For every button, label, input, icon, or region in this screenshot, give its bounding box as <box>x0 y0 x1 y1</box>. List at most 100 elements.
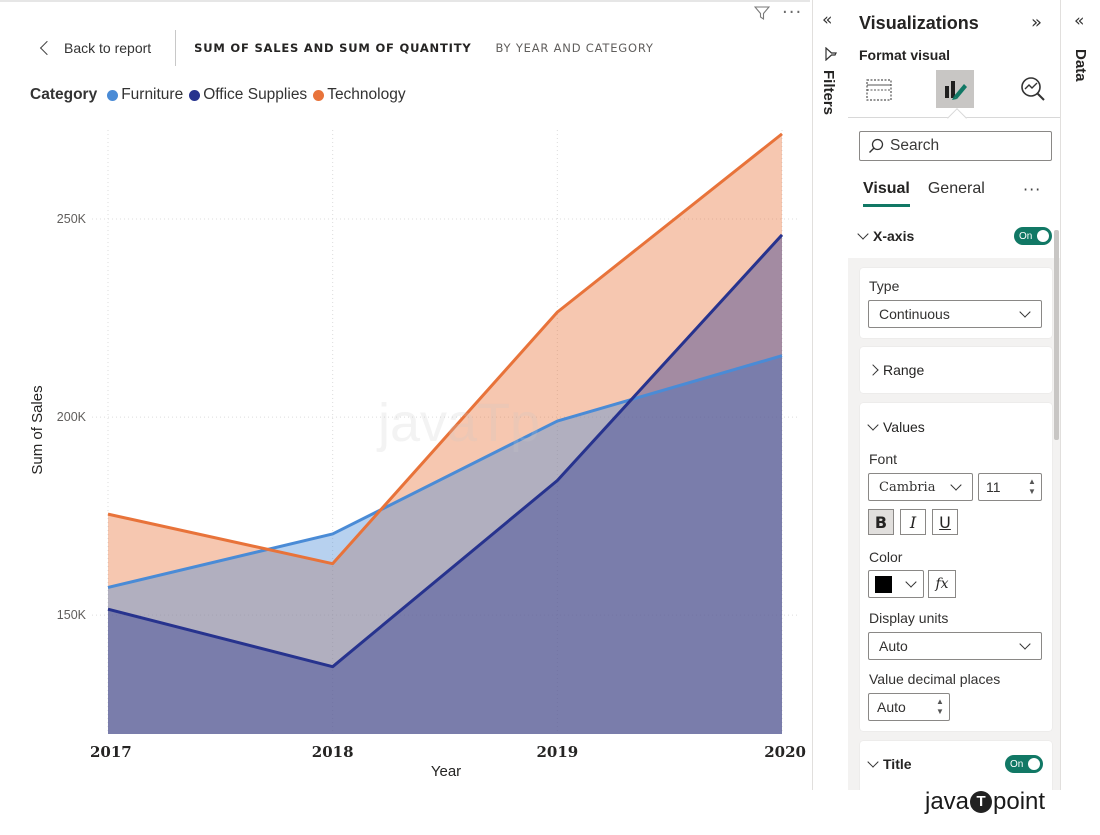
x-axis-title: Year <box>431 763 461 780</box>
chart-gridlines <box>92 130 800 734</box>
font-family-value: Cambria <box>879 479 936 495</box>
line-furniture[interactable] <box>107 354 783 589</box>
area-office-supplies[interactable] <box>108 234 782 734</box>
values-label: Values <box>883 419 925 435</box>
values-card: Values Font Cambria 11 ▲ ▼ B I U <box>860 403 1052 731</box>
xaxis-toggle[interactable]: On <box>1014 227 1052 245</box>
brand-mark: T <box>970 791 993 813</box>
decimal-places-label: Value decimal places <box>869 671 1001 687</box>
format-visual-tab[interactable] <box>936 70 974 108</box>
line-technology[interactable] <box>107 132 783 566</box>
legend-dot-furniture <box>107 89 119 101</box>
xaxis-section-header[interactable]: X-axis <box>857 228 915 244</box>
font-family-dropdown[interactable]: Cambria <box>868 473 973 501</box>
font-size-stepper[interactable]: 11 ▲ ▼ <box>978 473 1042 501</box>
spinner-arrows-icon[interactable]: ▲ ▼ <box>1028 477 1036 496</box>
underline-glyph: U <box>939 512 951 532</box>
legend-label: Office Supplies <box>203 86 308 103</box>
y-tick-label: 150K <box>57 608 87 622</box>
chevron-down-icon <box>1019 306 1031 318</box>
brand-logo: java T point <box>925 788 1045 816</box>
more-options-icon[interactable]: ··· <box>1023 180 1042 199</box>
search-icon <box>869 138 884 153</box>
color-swatch <box>875 575 892 593</box>
y-tick-label: 200K <box>57 410 87 424</box>
xaxis-label: X-axis <box>873 228 915 244</box>
legend-item-office-supplies[interactable]: Office Supplies <box>189 86 307 104</box>
conditional-format-button[interactable]: fx <box>928 570 956 598</box>
tab-general[interactable]: General <box>927 180 985 197</box>
pane-title: Visualizations <box>859 13 979 33</box>
color-picker[interactable] <box>868 570 924 598</box>
report-canvas: ··· Back to report SUM OF SALES AND SUM … <box>0 0 812 790</box>
title-section-header[interactable]: Title <box>867 756 912 772</box>
pane-scrollbar[interactable] <box>1054 230 1059 440</box>
x-tick-label: 2018 <box>312 743 354 761</box>
funnel-icon <box>825 47 837 61</box>
type-card: Type Continuous <box>860 268 1052 338</box>
y-axis-title: Sum of Sales <box>29 385 46 474</box>
font-size-value: 11 <box>986 479 1001 495</box>
bold-glyph: B <box>874 512 888 532</box>
collapse-filters-icon[interactable]: « <box>822 10 833 30</box>
chevron-left-icon <box>39 40 55 56</box>
format-visual-label: Format visual <box>859 47 951 63</box>
chevron-down-icon <box>950 479 962 491</box>
toggle-label: On <box>1019 230 1033 242</box>
back-label: Back to report <box>64 40 152 56</box>
decimal-places-value: Auto <box>877 699 906 715</box>
build-visual-tab[interactable] <box>860 70 898 108</box>
chart-legend: Category Furniture Office Supplies Techn… <box>30 86 412 104</box>
display-units-label: Display units <box>869 610 949 626</box>
tab-visual[interactable]: Visual <box>863 180 910 207</box>
values-section-header[interactable]: Values <box>867 419 925 435</box>
build-visual-icon <box>866 79 892 101</box>
visual-header-icons: ··· <box>754 2 803 23</box>
legend-item-furniture[interactable]: Furniture <box>107 86 183 104</box>
range-label: Range <box>883 362 925 378</box>
canvas-top-border <box>0 0 810 2</box>
type-dropdown[interactable]: Continuous <box>868 300 1042 328</box>
spinner-arrows-icon[interactable]: ▲ ▼ <box>936 697 944 716</box>
data-pane-collapsed[interactable]: « Data <box>1060 0 1100 790</box>
more-options-icon[interactable]: ··· <box>782 2 803 23</box>
data-label[interactable]: Data <box>1072 49 1089 82</box>
decimal-places-stepper[interactable]: Auto ▲ ▼ <box>868 693 950 721</box>
collapse-data-icon[interactable]: « <box>1074 11 1085 31</box>
y-tick-label: 250K <box>57 212 87 226</box>
filter-icon[interactable] <box>754 5 770 21</box>
back-to-report-button[interactable]: Back to report <box>38 30 177 66</box>
legend-title: Category <box>30 86 98 103</box>
italic-button[interactable]: I <box>900 509 926 535</box>
brand-prefix: java <box>925 788 970 815</box>
search-placeholder: Search <box>890 137 940 154</box>
underline-button[interactable]: U <box>932 509 958 535</box>
legend-item-technology[interactable]: Technology <box>313 86 406 104</box>
chevron-down-icon <box>867 756 879 768</box>
legend-label: Technology <box>327 86 406 103</box>
filters-label[interactable]: Filters <box>820 70 837 116</box>
analytics-tab[interactable] <box>1014 70 1052 108</box>
filters-pane-collapsed[interactable]: « Filters <box>812 0 848 790</box>
chart-tick-labels: 150K 200K 250K 2017 2018 2019 2020 <box>57 212 806 761</box>
brand-suffix: point <box>993 788 1046 815</box>
fx-glyph: fx <box>935 576 949 592</box>
area-technology[interactable] <box>108 133 782 735</box>
format-cards-area: Type Continuous Range Values Fo <box>848 258 1060 790</box>
format-search-input[interactable]: Search <box>859 131 1052 161</box>
display-units-dropdown[interactable]: Auto <box>868 632 1042 660</box>
type-value: Continuous <box>879 306 950 322</box>
title-toggle[interactable]: On <box>1005 755 1043 773</box>
line-office-supplies[interactable] <box>107 233 784 669</box>
area-chart[interactable]: 150K 200K 250K 2017 2018 2019 2020 Sum of Sale… <box>0 120 812 790</box>
chevron-right-icon <box>867 364 879 376</box>
toggle-label: On <box>1010 758 1024 770</box>
bold-button[interactable]: B <box>868 509 894 535</box>
area-furniture[interactable] <box>108 355 782 734</box>
format-subtabs: Visual General <box>863 180 985 207</box>
range-card[interactable]: Range <box>860 347 1052 393</box>
legend-label: Furniture <box>121 86 184 103</box>
range-section-header[interactable]: Range <box>867 362 925 378</box>
expand-pane-icon[interactable]: » <box>1031 12 1043 33</box>
paintbrush-icon <box>945 81 967 100</box>
